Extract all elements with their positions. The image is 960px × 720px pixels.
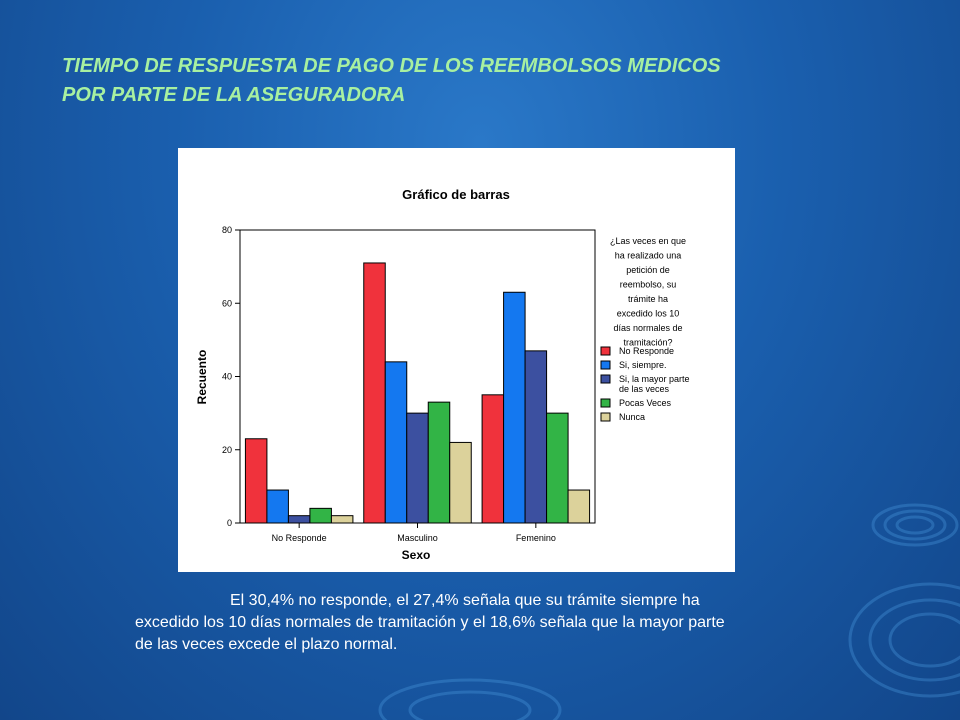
legend-swatch-0 [600, 346, 611, 356]
title-line-1: TIEMPO DE RESPUESTA DE PAGO DE LOS REEMB… [62, 55, 721, 77]
caption-line-3: de las veces excede el plazo normal. [135, 636, 398, 653]
x-tick-label-0: No Responde [272, 533, 327, 543]
caption-line-2: excedido los 10 días normales de tramita… [135, 614, 725, 631]
x-axis-label: Sexo [402, 548, 431, 562]
bar-2-2 [524, 350, 548, 524]
caption: El 30,4% no responde, el 27,4% señala qu… [135, 590, 835, 656]
bar-2-1 [406, 412, 429, 524]
bar-1-2 [503, 291, 526, 524]
bar-0-0 [244, 438, 268, 524]
legend-label-3-0: Pocas Veces [619, 398, 672, 408]
legend-label-2-0: Si, la mayor parte [619, 374, 690, 384]
bar-3-2 [546, 412, 569, 524]
y-tick-label-0: 0 [227, 518, 232, 528]
y-tick-label-3: 60 [222, 298, 232, 308]
legend-label-1-0: Si, siempre. [619, 360, 667, 370]
legend-swatch-2 [600, 374, 611, 384]
chart-title: Gráfico de barras [402, 187, 510, 202]
legend-label-4-0: Nunca [619, 412, 645, 422]
bar-4-2 [567, 489, 591, 524]
legend-swatch-4 [600, 412, 611, 422]
legend-swatch-3 [600, 398, 611, 408]
bar-0-2 [481, 394, 505, 524]
legend-label-2-1: de las veces [619, 384, 670, 394]
legend-swatch-1 [600, 360, 611, 370]
legend-title-line-4: trámite ha [628, 294, 668, 304]
bar-1-0 [266, 489, 289, 524]
legend-title-line-6: días normales de [613, 323, 682, 333]
y-axis-label: Recuento [195, 350, 209, 405]
x-tick-label-2: Femenino [516, 533, 556, 543]
bar-0-1 [363, 262, 386, 524]
legend-label-0-0: No Responde [619, 346, 674, 356]
slide-title: TIEMPO DE RESPUESTA DE PAGO DE LOS REEMB… [62, 52, 882, 110]
bar-2-0 [287, 515, 311, 524]
y-tick-label-4: 80 [222, 225, 232, 235]
bar-3-0 [309, 507, 332, 524]
chart-panel: Gráfico de barras 0 20 40 60 80 Recuento No Res… [178, 148, 735, 572]
legend-title-line-7: tramitación? [623, 338, 672, 348]
y-tick-label-2: 40 [222, 372, 232, 382]
legend-title-line-1: ha realizado una [615, 251, 682, 261]
y-tick-label-1: 20 [222, 445, 232, 455]
legend-title-line-0: ¿Las veces en que [610, 236, 686, 246]
legend-title-line-2: petición de [626, 265, 670, 275]
bar-1-1 [384, 361, 408, 524]
caption-line-1: El 30,4% no responde, el 27,4% señala qu… [230, 592, 700, 609]
bar-3-1 [427, 401, 451, 524]
bar-4-1 [449, 441, 472, 524]
bar-chart: Gráfico de barras 0 20 40 60 80 Recuento No Res… [195, 187, 690, 562]
x-tick-label-1: Masculino [397, 533, 438, 543]
legend-title-line-5: excedido los 10 [617, 309, 680, 319]
bar-4-0 [330, 515, 354, 524]
title-line-2: POR PARTE DE LA ASEGURADORA [62, 84, 406, 106]
legend-title-line-3: reembolso, su [620, 280, 677, 290]
